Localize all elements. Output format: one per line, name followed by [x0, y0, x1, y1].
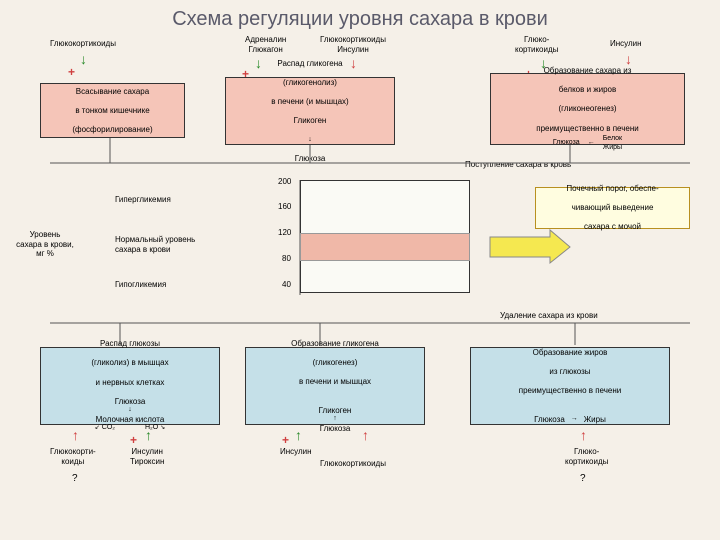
side-label-level: Уровень сахара в крови, мг % — [15, 230, 75, 259]
hormone-gluco-bottom-2: Глюкокортикоиды — [320, 459, 386, 469]
chart-hypo-zone — [300, 261, 470, 293]
page-title: Схема регуляции уровня сахара в крови — [0, 0, 720, 35]
ytick-80: 80 — [282, 254, 291, 263]
box-glycolysis: Распад глюкозы (гликолиз) в мышцах и нер… — [40, 347, 220, 425]
box-lipogenesis: Образование жиров из глюкозы преимуществ… — [470, 347, 670, 425]
plus-icon: + — [130, 433, 137, 447]
hormone-insulin-bottom: Инсулин — [280, 447, 312, 457]
arrow-up-icon: ↑ — [72, 427, 79, 444]
plus-icon: + — [282, 433, 289, 447]
box-renal-threshold: Почечный порог, обеспе- чивающий выведен… — [535, 187, 690, 229]
label-removal: Удаление сахара из крови — [500, 311, 598, 321]
arrow-up-icon: ↑ — [295, 427, 302, 444]
ytick-40: 40 — [282, 280, 291, 289]
label-hypo: Гипогликемия — [115, 280, 166, 290]
ytick-200: 200 — [278, 177, 291, 186]
hormone-gluco-bottom-3: Глюко-кортикоиды — [565, 447, 608, 466]
arrow-up-icon: ↑ — [145, 427, 152, 444]
ytick-120: 120 — [278, 228, 291, 237]
ytick-160: 160 — [278, 202, 291, 211]
question-mark: ? — [72, 473, 78, 485]
arrow-up-icon: ↑ — [362, 427, 369, 444]
chart-normal-band — [300, 233, 470, 261]
arrow-up-icon: ↑ — [580, 427, 587, 444]
diagram-canvas: Глюкокортикоиды АдреналинГлюкагон Глюкок… — [10, 35, 710, 535]
chart-hyper-zone — [300, 180, 470, 233]
label-normal: Нормальный уровень сахара в крови — [115, 235, 205, 254]
question-mark: ? — [580, 473, 586, 485]
hormone-gluco-bottom-1: Глюкокорти-коиды — [50, 447, 96, 466]
hormone-insulin-tiroxin: ИнсулинТироксин — [130, 447, 164, 466]
label-hyper: Гипергликемия — [115, 195, 171, 205]
box-glycogenesis: Образование гликогена (гликогенез) в печ… — [245, 347, 425, 425]
